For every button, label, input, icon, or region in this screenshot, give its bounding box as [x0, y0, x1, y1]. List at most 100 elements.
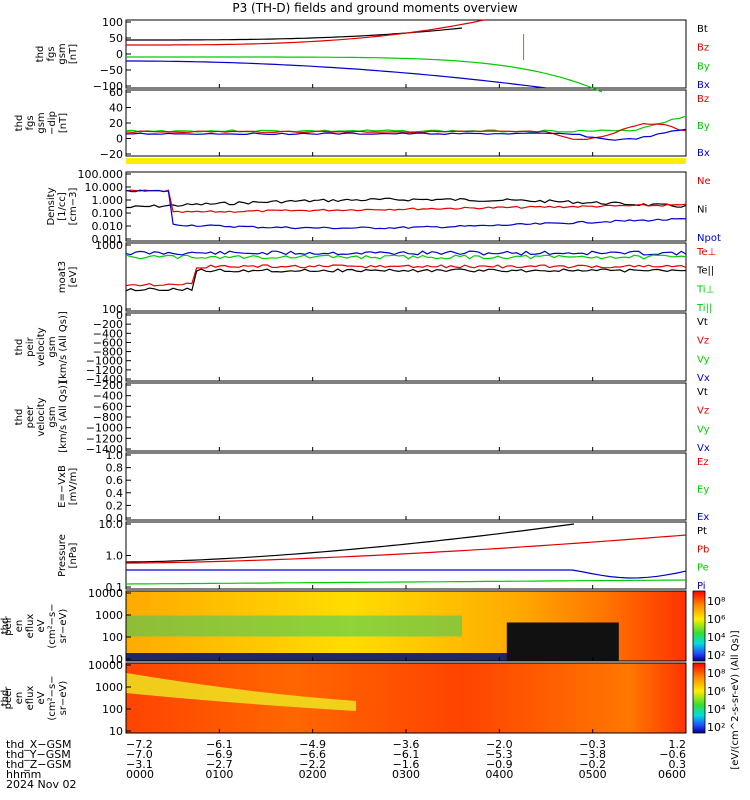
ne-line — [125, 189, 687, 214]
ytick-label: 1.000 — [92, 194, 124, 207]
ytick-label: −50 — [100, 64, 123, 77]
legend-by: By — [697, 121, 710, 132]
legend-ti: Ti|| — [696, 303, 712, 314]
bottom-row-value: −4.9 — [299, 738, 326, 751]
ti-perp-line — [125, 254, 687, 260]
bottom-row-value: 0600 — [658, 768, 686, 781]
ylabel-line: eV — [36, 619, 47, 632]
ylabel-line: thd — [35, 46, 46, 63]
ytick-label: 0 — [116, 48, 123, 61]
bottom-row-label: thd_X−GSM — [6, 738, 72, 751]
bottom-row-label: thd_Z−GSM — [6, 758, 72, 771]
ylabel-line: sr−eV) — [58, 681, 69, 716]
bx-line — [126, 60, 547, 89]
ytick-label: −600 — [93, 336, 123, 349]
ylabel-line: [mV/m] — [68, 468, 79, 506]
ytick-label: 0 — [116, 309, 123, 322]
bottom-row-value: −0.9 — [486, 758, 513, 771]
pb-line — [126, 534, 687, 564]
panel-frame — [125, 452, 687, 521]
legend-te: Te⊥ — [696, 247, 716, 258]
ytick-label: 0.2 — [106, 499, 124, 512]
legend-ez: Ez — [697, 457, 709, 468]
legend-vx: Vx — [697, 373, 710, 384]
ylabel-line: peer — [3, 686, 14, 710]
legend-bt: Bt — [697, 24, 708, 35]
bt-line — [126, 27, 463, 41]
legend-ey: Ey — [697, 485, 709, 496]
ylabel-line: moat3 — [57, 261, 68, 293]
ylabel-line: eflux — [25, 614, 36, 639]
bottom-row-value: −7.2 — [126, 738, 153, 751]
bottom-row-value: −6.1 — [206, 738, 233, 751]
ylabel-line: Pressure — [57, 534, 68, 577]
bottom-row-value: 0100 — [205, 768, 233, 781]
bottom-row-value: −6.9 — [206, 748, 233, 761]
colorbar-label: [eV/(cm^2-s-sr-eV) (All Qs)] — [730, 630, 741, 769]
ylabel-line: E=−VxB — [57, 465, 68, 508]
legend-ne: Ne — [697, 176, 711, 187]
ytick-label: 0.4 — [106, 487, 124, 500]
colorbar — [692, 590, 706, 662]
ylabel-line: peer — [25, 405, 36, 429]
legend-pb: Pb — [697, 544, 709, 555]
ylabel-line: thd — [14, 339, 25, 356]
ytick-label: 10000 — [88, 659, 123, 672]
ylabel-line: sr−eV) — [58, 609, 69, 644]
ylabel-line: eflux — [25, 686, 36, 711]
bottom-row-value: −3.8 — [579, 748, 606, 761]
ylabel-line: [eV] — [68, 267, 79, 288]
ytick-label: −1400 — [86, 443, 123, 456]
ytick-label: 10000 — [88, 587, 123, 600]
panel-frame — [125, 312, 687, 382]
bottom-row-value: −0.3 — [579, 738, 606, 751]
ytick-label: 0.100 — [92, 207, 124, 220]
legend-vt: Vt — [697, 387, 708, 398]
ytick-label: −100 — [93, 80, 123, 93]
ytick-label: −400 — [93, 390, 123, 403]
ylabel-line: en — [14, 692, 25, 705]
ytick-label: 1000 — [95, 681, 123, 694]
bottom-row-value: −0.2 — [579, 758, 606, 771]
ytick-label: 100 — [102, 303, 123, 316]
ylabel-line: peir — [3, 615, 14, 635]
bottom-row-value: −2.7 — [206, 758, 233, 771]
ytick-label: −1400 — [86, 373, 123, 386]
quality-flag-bar — [126, 158, 686, 164]
ytick-label: 40 — [109, 102, 123, 115]
ytick-label: −1000 — [86, 422, 123, 435]
bottom-row-value: −0.6 — [659, 748, 686, 761]
ni-line — [126, 197, 687, 209]
ytick-label: −1200 — [86, 432, 123, 445]
ytick-label: 0.010 — [92, 220, 124, 233]
bz-line — [126, 19, 485, 46]
ytick-label: −1000 — [86, 355, 123, 368]
ylabel-line: [cm−3] — [68, 188, 79, 226]
legend-ni: Ni — [697, 205, 707, 216]
panel-frame — [125, 19, 687, 89]
colorbar-tick: 10⁸ — [707, 667, 726, 680]
ylabel-line: [km/s (All Qs)] — [58, 381, 69, 453]
bottom-row-value: −3.1 — [126, 758, 153, 771]
ytick-label: 1000 — [95, 609, 123, 622]
bottom-row-label: thd_Y−GSM — [6, 748, 71, 761]
ylabel-line: gsm — [47, 406, 58, 427]
panel-frame — [125, 521, 687, 590]
colorbar-tick: 10⁸ — [707, 595, 726, 608]
legend-bz: Bz — [697, 94, 709, 105]
bx-line — [126, 128, 687, 141]
ytick-label: 1.0 — [106, 449, 124, 462]
ytick-label: −400 — [93, 327, 123, 340]
ylabel-line: thd — [0, 690, 11, 707]
bottom-row-value: −3.6 — [393, 738, 420, 751]
ytick-label: 10 — [109, 653, 123, 666]
bottom-row-value: 0200 — [299, 768, 327, 781]
npot-line — [125, 189, 687, 230]
ylabel-line: [nT] — [68, 44, 79, 64]
bottom-row-value: −2.0 — [486, 738, 513, 751]
ylabel-line: (cm²−s− — [47, 675, 58, 720]
pi-line — [126, 569, 687, 579]
ytick-label: 1.0 — [106, 550, 124, 563]
bottom-row-value: −5.3 — [486, 748, 513, 761]
colorbar-tick: 10⁴ — [707, 631, 726, 644]
